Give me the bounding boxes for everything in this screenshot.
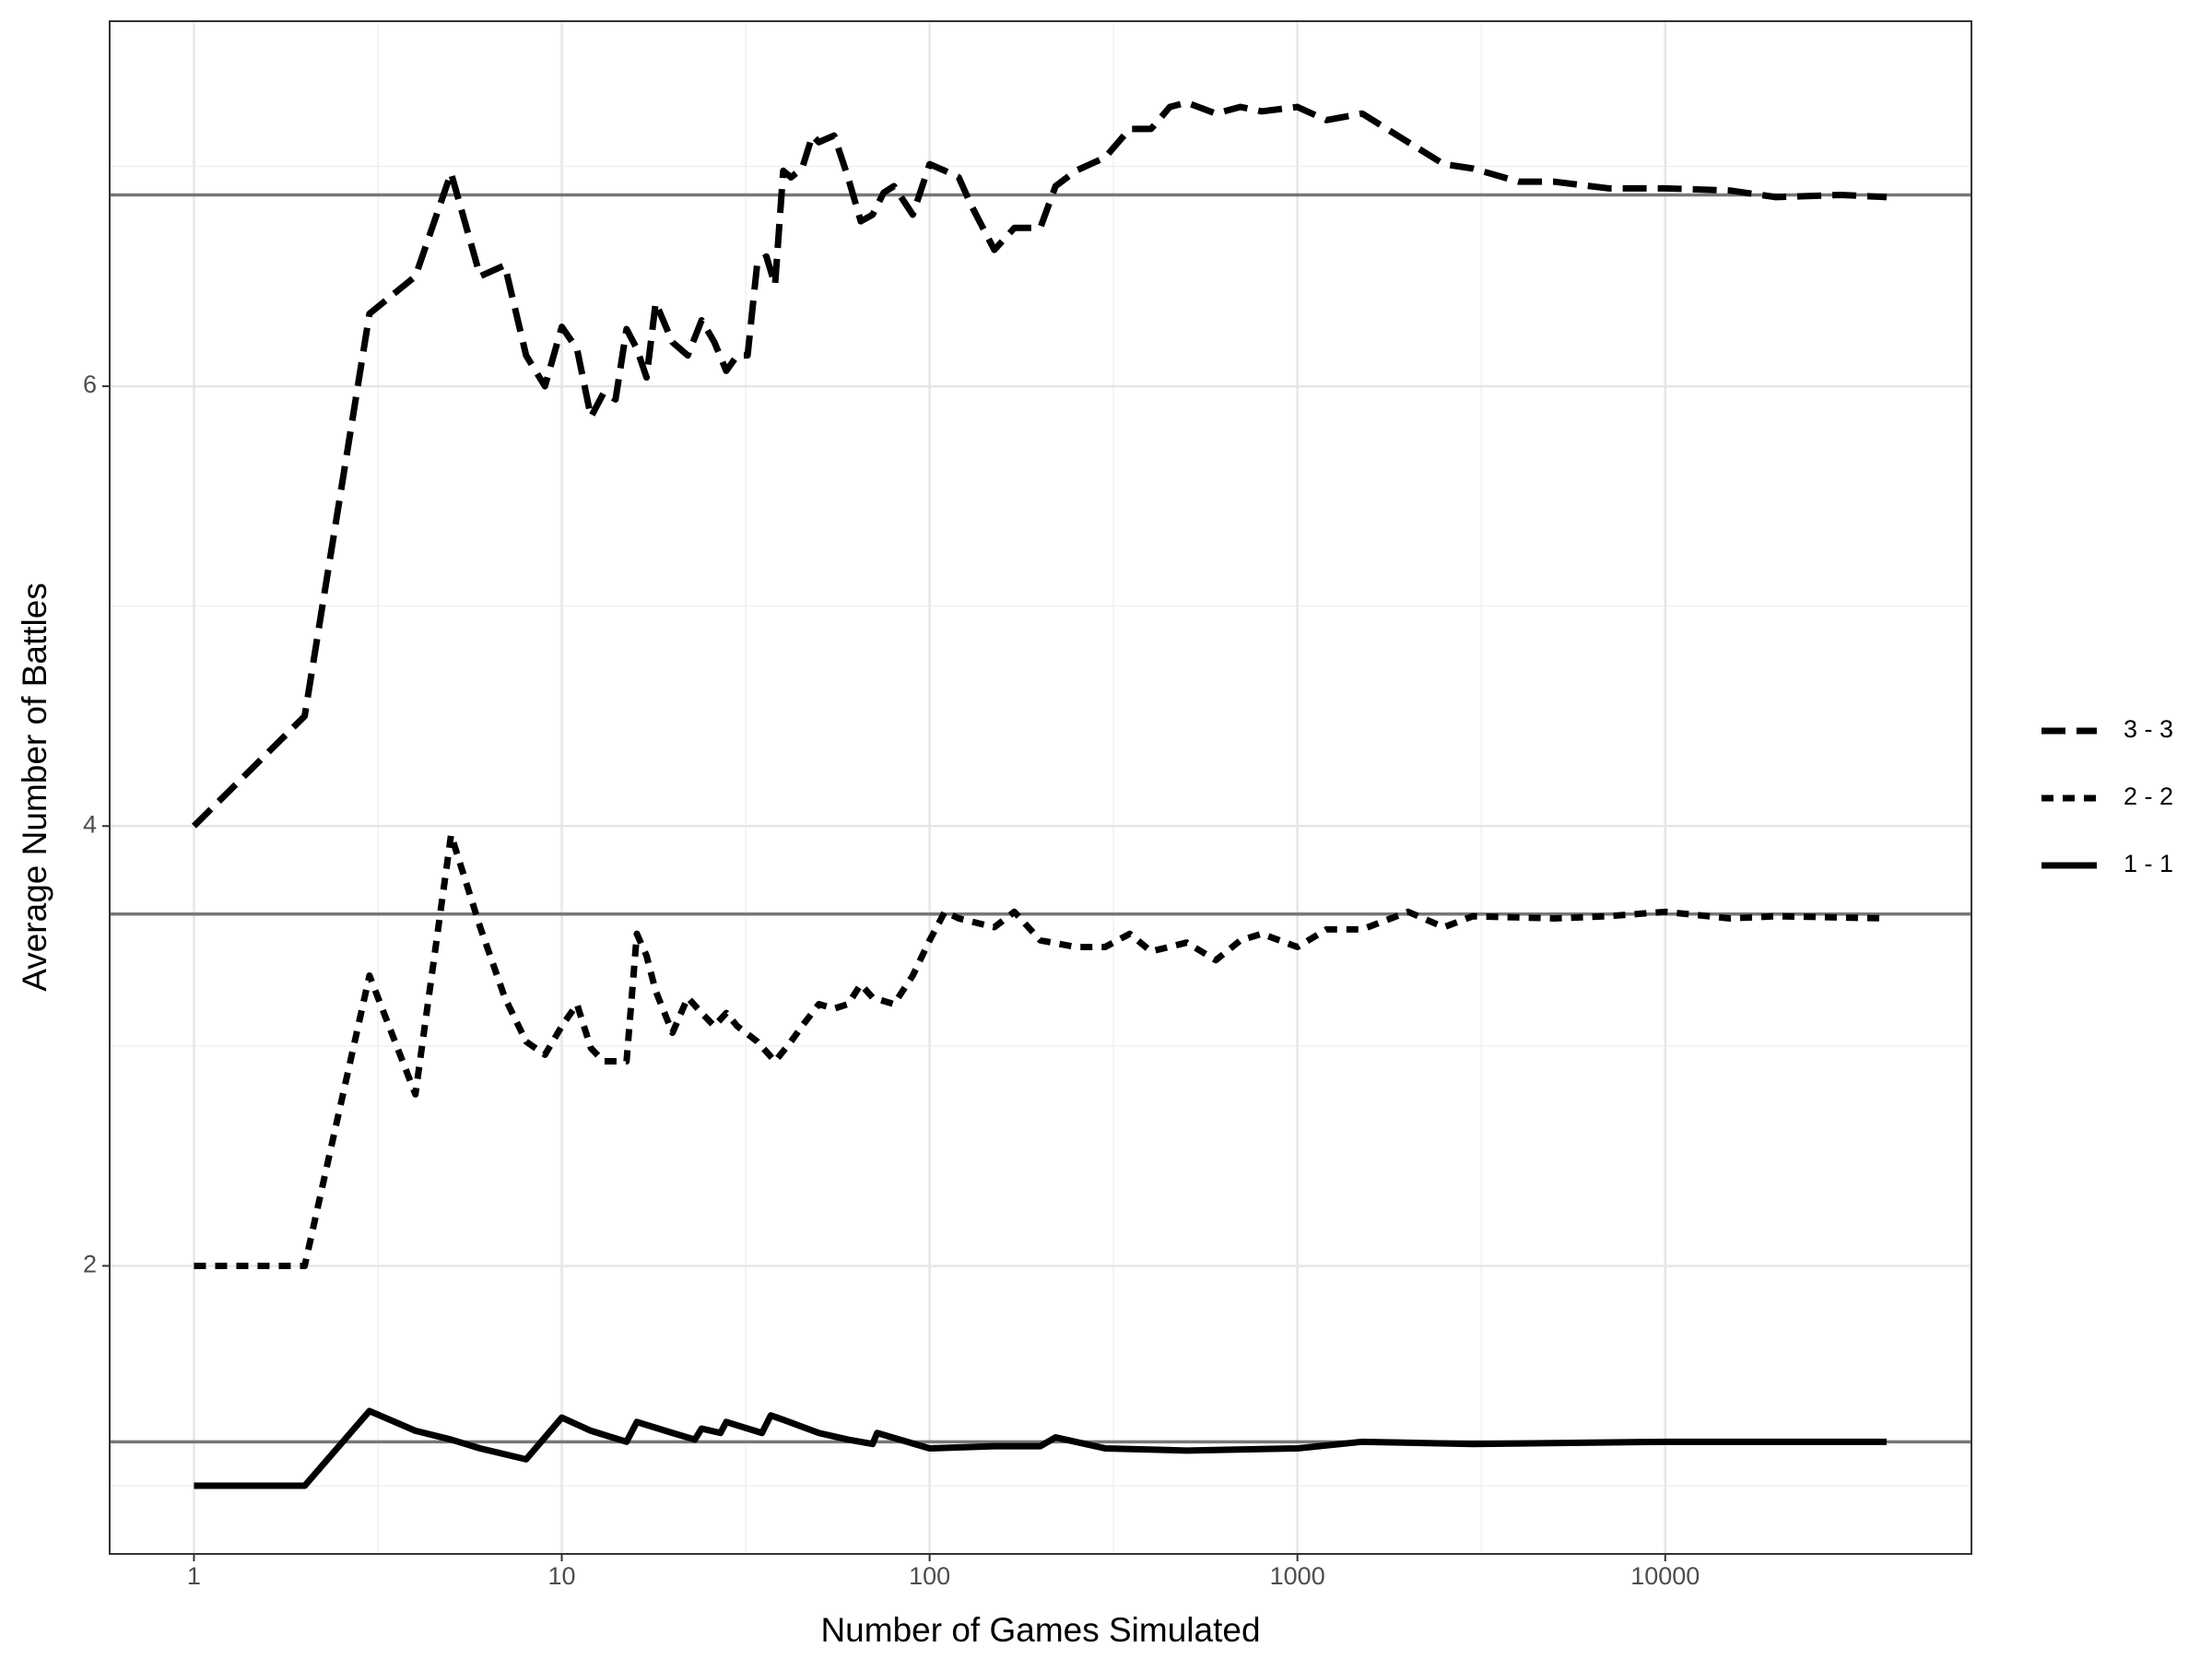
series-line xyxy=(194,831,1888,1269)
x-tick-label: 10000 xyxy=(1630,1562,1700,1590)
x-tick-label: 100 xyxy=(909,1562,950,1590)
legend-label: 3 - 3 xyxy=(2124,715,2173,743)
grid xyxy=(110,21,1971,1554)
y-tick-label: 4 xyxy=(83,810,97,838)
panel-border xyxy=(109,20,1972,1555)
x-tick-label: 10 xyxy=(548,1562,576,1590)
legend-label: 1 - 1 xyxy=(2124,850,2173,877)
series-line xyxy=(194,1407,1888,1489)
legend-label: 2 - 2 xyxy=(2124,782,2173,810)
series-line xyxy=(191,99,1888,829)
y-tick-label: 2 xyxy=(83,1251,97,1278)
axes: 1 10 100 1000 10000 2 4 6 xyxy=(83,371,1700,1590)
x-tick-label: 1 xyxy=(187,1562,201,1590)
x-tick-label: 1000 xyxy=(1270,1562,1325,1590)
x-axis-title: Number of Games Simulated xyxy=(820,1611,1260,1649)
y-tick-label: 6 xyxy=(83,371,97,398)
series-lines xyxy=(191,99,1888,1489)
y-axis-title: Average Number of Battles xyxy=(16,582,53,992)
legend: 3 - 3 2 - 2 1 - 1 xyxy=(2041,715,2173,877)
